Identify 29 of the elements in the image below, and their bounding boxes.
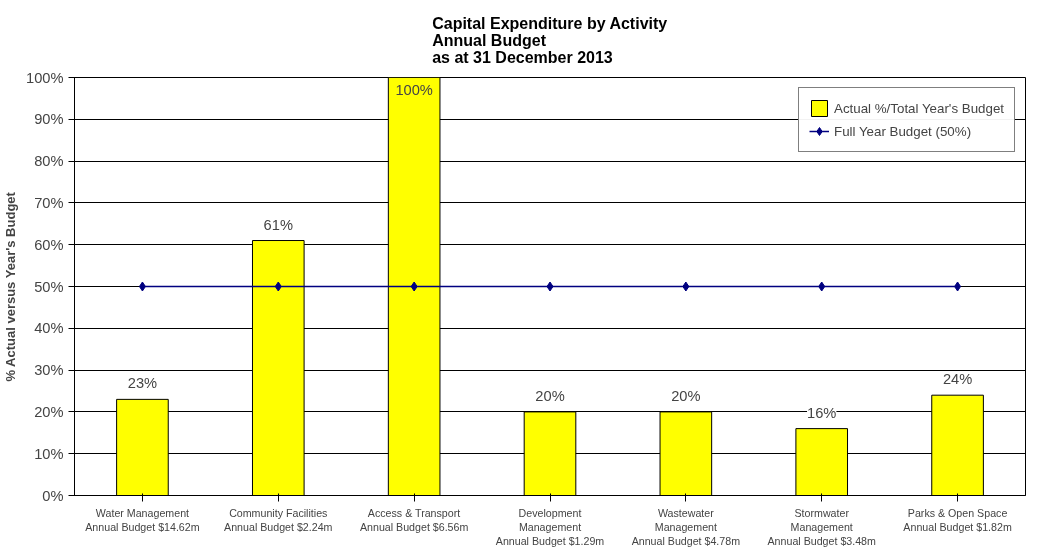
y-tick-label: 100% bbox=[26, 69, 64, 86]
data-label: 20% bbox=[671, 387, 701, 404]
x-tick-label: Water Management Annual Budget $14.62m bbox=[85, 506, 200, 533]
x-tick-label: Wastewater Management Annual Budget $4.78m bbox=[631, 506, 741, 548]
y-tick-label: 50% bbox=[34, 278, 64, 295]
x-tick-label: Stormwater Management Annual Budget $3.48m bbox=[767, 506, 877, 548]
y-axis-title: % Actual versus Year's Budget bbox=[3, 191, 19, 382]
data-label: 61% bbox=[263, 216, 293, 233]
y-tick-label: 60% bbox=[34, 236, 64, 253]
y-tick-label: 40% bbox=[34, 320, 64, 337]
y-tick-label: 30% bbox=[34, 362, 64, 379]
chart-title: Capital Expenditure by Activity Annual Budget as at 31 December 2013 bbox=[432, 14, 668, 66]
x-tick-label: Community Facilities Annual Budget $2.24m bbox=[224, 506, 333, 533]
y-tick-label: 70% bbox=[34, 194, 64, 211]
y-tick-label: 10% bbox=[34, 445, 64, 462]
y-tick-label: 80% bbox=[34, 153, 64, 170]
data-label: 20% bbox=[535, 387, 565, 404]
x-tick-label: Parks & Open Space Annual Budget $1.82m bbox=[903, 506, 1012, 533]
data-label: 23% bbox=[127, 375, 158, 392]
y-tick-label: 20% bbox=[34, 403, 64, 420]
legend-label: Full Year Budget (50%) bbox=[834, 123, 972, 139]
y-tick-label: 0% bbox=[42, 487, 64, 504]
data-label: 24% bbox=[942, 371, 973, 388]
y-tick-label: 90% bbox=[34, 111, 64, 128]
data-label: 100% bbox=[395, 81, 433, 98]
x-tick-label: Access & Transport Annual Budget $6.56m bbox=[359, 506, 469, 533]
legend-label: Actual %/Total Year's Budget bbox=[834, 100, 1004, 116]
data-label: 16% bbox=[807, 404, 837, 421]
x-tick-label: Development Management Annual Budget $1.29m bbox=[495, 506, 605, 548]
